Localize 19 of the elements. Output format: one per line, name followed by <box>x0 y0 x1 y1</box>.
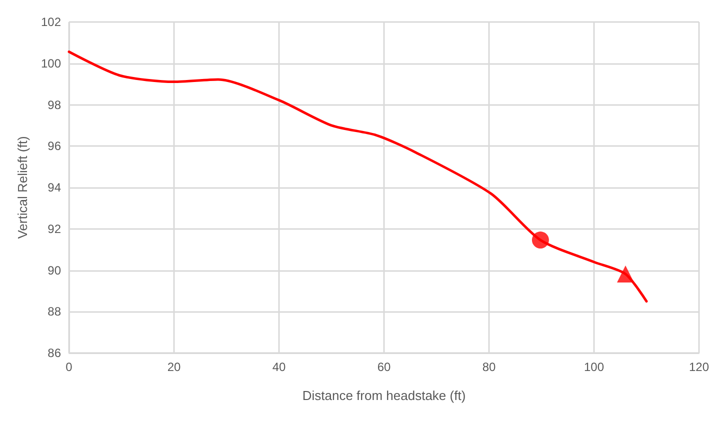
x-tick-label: 80 <box>482 360 496 374</box>
y-tick-label: 100 <box>40 56 62 70</box>
x-tick-label: 20 <box>167 360 181 374</box>
x-axis-title: Distance from headstake (ft) <box>302 388 466 403</box>
y-tick-label: 96 <box>48 139 62 154</box>
y-tick-label: 86 <box>48 346 62 360</box>
x-tick-label: 40 <box>272 360 286 374</box>
x-tick-label: 0 <box>66 360 73 374</box>
y-tick-label: 94 <box>48 180 62 194</box>
y-axis-title: Vertical Relieft (ft) <box>15 136 30 239</box>
y-tick-label: 90 <box>48 263 62 278</box>
x-tick-label: 120 <box>688 360 710 374</box>
line-series <box>68 50 648 303</box>
x-tick-label: 60 <box>377 360 391 374</box>
x-tick-label: 100 <box>584 360 604 374</box>
y-tick-label: 98 <box>48 98 62 112</box>
y-tick-label: 102 <box>40 15 62 29</box>
y-tick-label: 92 <box>48 222 62 236</box>
y-tick-label: 88 <box>48 304 62 319</box>
